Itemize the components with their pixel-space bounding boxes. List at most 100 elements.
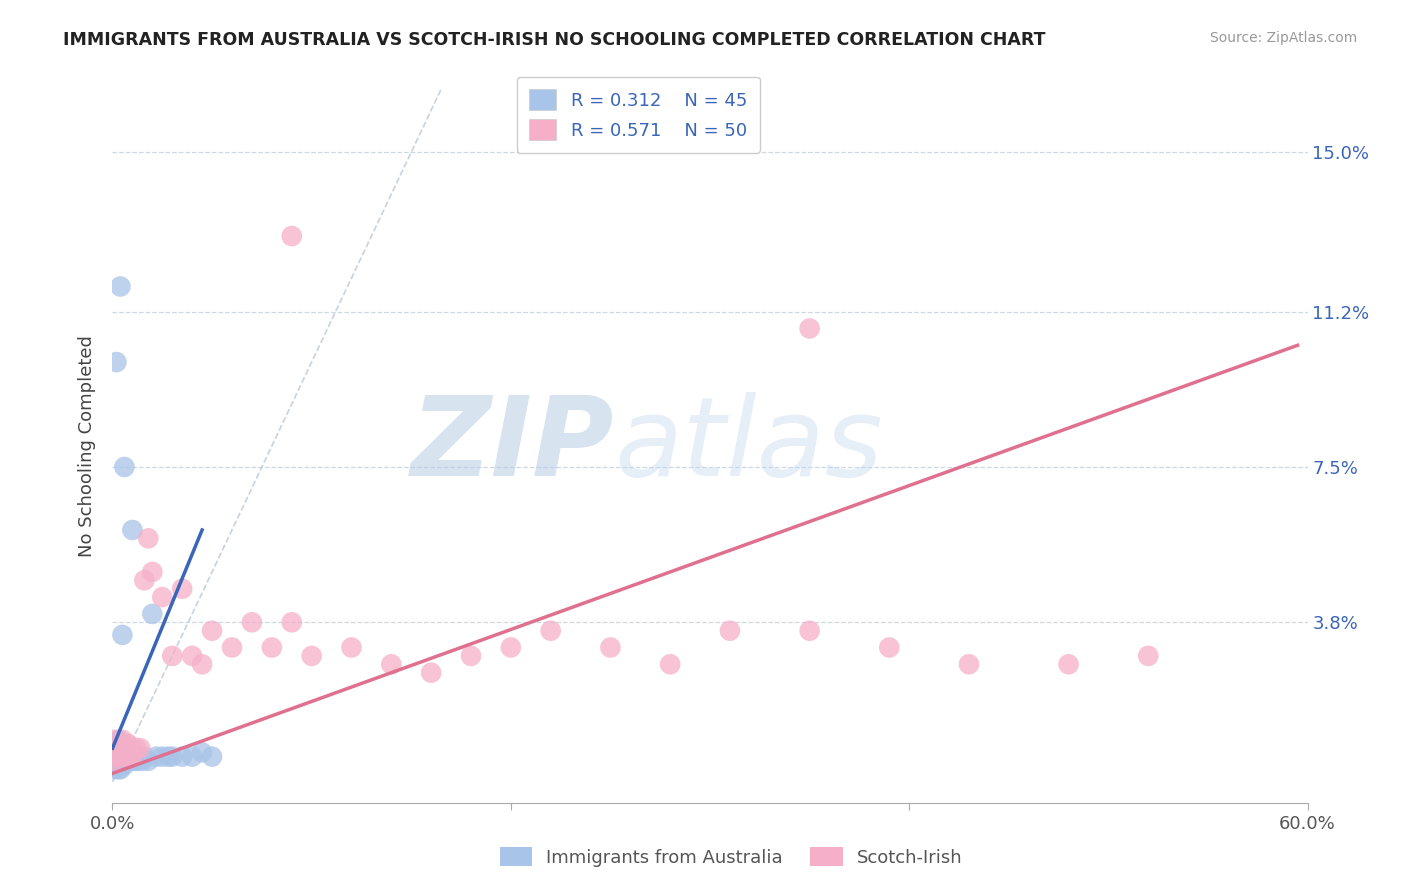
Point: [260, 640, 283, 655]
Point: [103, 732, 125, 747]
Point: [181, 648, 204, 663]
Point: [134, 574, 156, 588]
Point: [110, 762, 132, 776]
Point: [103, 741, 125, 756]
Point: [718, 624, 741, 638]
Point: [141, 607, 163, 621]
Point: [460, 648, 482, 663]
Point: [240, 615, 263, 630]
Point: [103, 762, 125, 776]
Point: [540, 624, 562, 638]
Point: [138, 532, 160, 546]
Legend: R = 0.312    N = 45, R = 0.571    N = 50: R = 0.312 N = 45, R = 0.571 N = 50: [517, 77, 759, 153]
Point: [281, 229, 304, 244]
Point: [105, 749, 128, 764]
Point: [301, 648, 323, 663]
Point: [111, 749, 134, 764]
Point: [141, 565, 163, 579]
Point: [799, 321, 821, 335]
Text: Source: ZipAtlas.com: Source: ZipAtlas.com: [1209, 31, 1357, 45]
Point: [107, 749, 129, 764]
Point: [111, 732, 134, 747]
Point: [157, 749, 180, 764]
Point: [191, 657, 214, 672]
Point: [124, 754, 146, 768]
Point: [105, 741, 128, 756]
Point: [172, 582, 194, 596]
Point: [105, 737, 128, 751]
Point: [201, 749, 224, 764]
Point: [114, 749, 135, 764]
Point: [110, 754, 132, 768]
Point: [150, 590, 173, 604]
Point: [111, 746, 134, 760]
Point: [107, 754, 129, 768]
Point: [107, 732, 129, 747]
Point: [127, 754, 149, 768]
Point: [281, 615, 304, 630]
Point: [110, 741, 132, 756]
Point: [191, 746, 214, 760]
Point: [114, 460, 135, 475]
Text: IMMIGRANTS FROM AUSTRALIA VS SCOTCH-IRISH NO SCHOOLING COMPLETED CORRELATION CHA: IMMIGRANTS FROM AUSTRALIA VS SCOTCH-IRIS…: [63, 31, 1046, 49]
Point: [121, 749, 143, 764]
Point: [499, 640, 522, 655]
Point: [134, 749, 156, 764]
Point: [145, 749, 167, 764]
Point: [138, 754, 160, 768]
Point: [103, 754, 125, 768]
Point: [879, 640, 901, 655]
Point: [221, 640, 243, 655]
Point: [107, 746, 129, 760]
Point: [115, 746, 138, 760]
Point: [1137, 648, 1160, 663]
Point: [117, 749, 139, 764]
Point: [799, 624, 821, 638]
Legend: Immigrants from Australia, Scotch-Irish: Immigrants from Australia, Scotch-Irish: [492, 840, 970, 874]
Point: [121, 741, 143, 756]
Point: [129, 741, 152, 756]
Point: [120, 749, 142, 764]
Point: [181, 749, 204, 764]
Point: [110, 737, 132, 751]
Text: atlas: atlas: [614, 392, 883, 500]
Point: [103, 754, 125, 768]
Point: [129, 749, 152, 764]
Point: [110, 279, 132, 293]
Point: [201, 624, 224, 638]
Point: [599, 640, 621, 655]
Point: [121, 754, 143, 768]
Point: [172, 749, 194, 764]
Point: [105, 749, 128, 764]
Point: [110, 746, 132, 760]
Point: [420, 665, 443, 680]
Point: [380, 657, 402, 672]
Point: [125, 749, 148, 764]
Point: [150, 749, 173, 764]
Point: [105, 355, 128, 369]
Point: [114, 758, 135, 772]
Point: [117, 746, 139, 760]
Point: [107, 741, 129, 756]
Point: [111, 758, 134, 772]
Point: [117, 737, 139, 751]
Point: [117, 754, 139, 768]
Point: [115, 749, 138, 764]
Point: [162, 648, 183, 663]
Point: [114, 749, 135, 764]
Point: [115, 754, 138, 768]
Point: [340, 640, 363, 655]
Point: [111, 628, 134, 642]
Point: [115, 741, 138, 756]
Point: [105, 758, 128, 772]
Point: [659, 657, 682, 672]
Point: [114, 737, 135, 751]
Point: [103, 746, 125, 760]
Point: [162, 749, 183, 764]
Point: [125, 741, 148, 756]
Y-axis label: No Schooling Completed: No Schooling Completed: [77, 335, 96, 557]
Point: [131, 754, 153, 768]
Point: [957, 657, 980, 672]
Point: [121, 523, 143, 537]
Point: [107, 762, 129, 776]
